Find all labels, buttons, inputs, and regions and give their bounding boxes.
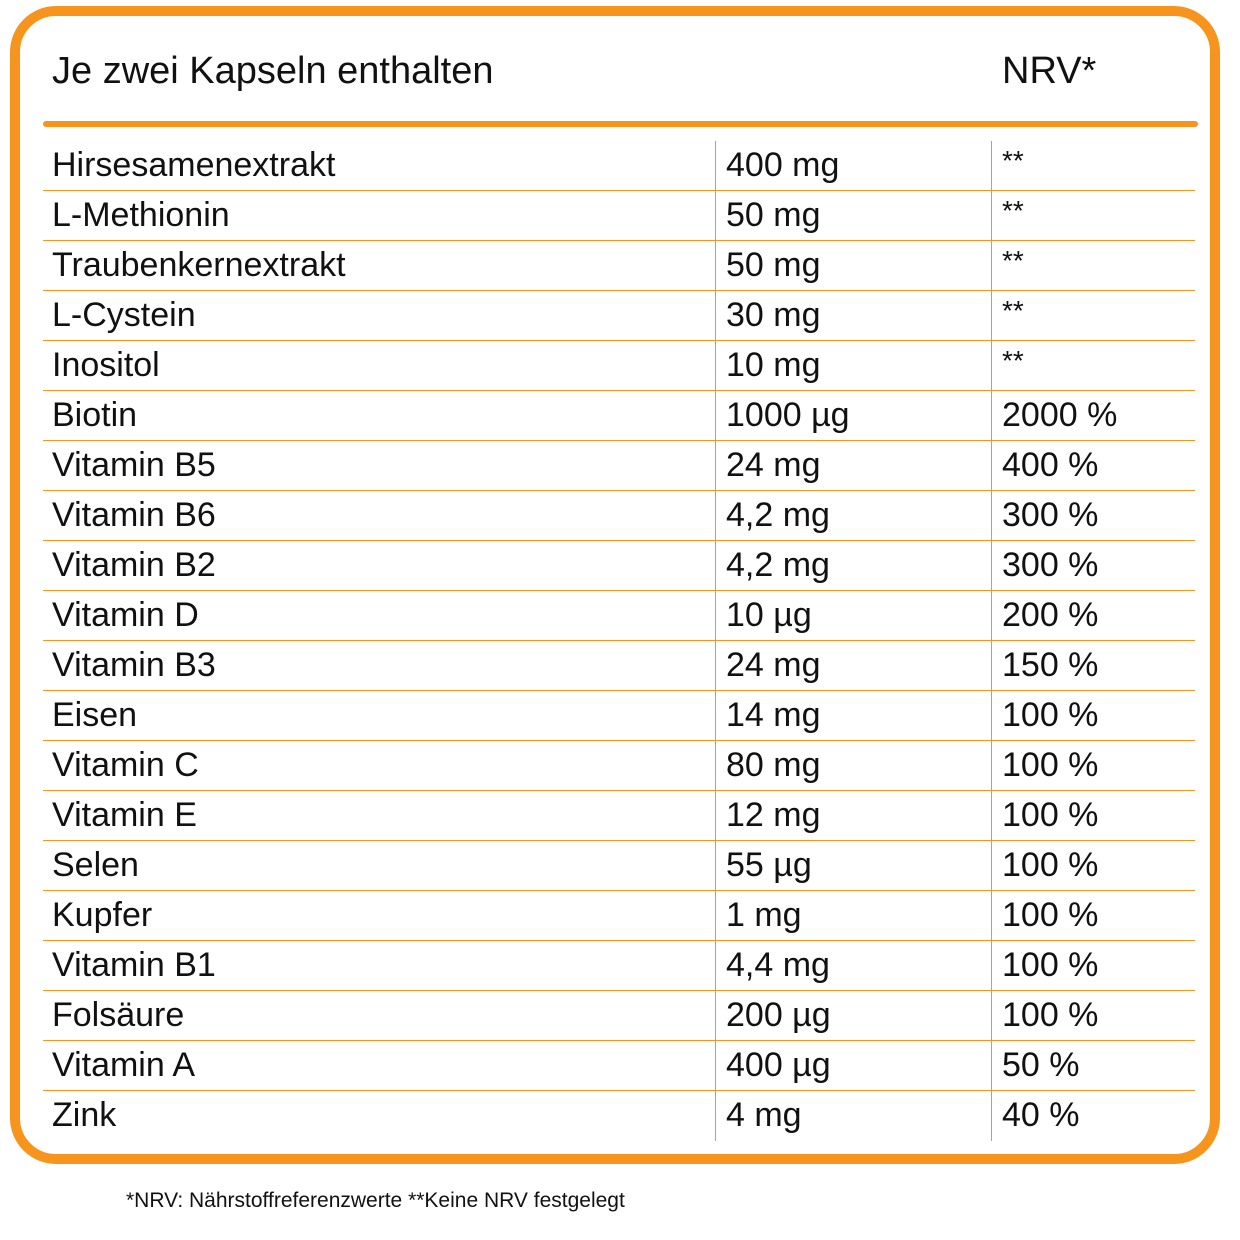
nutrient-amount: 4 mg [726, 1096, 802, 1134]
table-row: Vitamin B1 4,4 mg 100 % [43, 941, 1195, 991]
nutrient-nrv: 100 % [1002, 946, 1099, 984]
nutrient-amount: 200 µg [726, 996, 831, 1034]
table-row: Folsäure 200 µg 100 % [43, 991, 1195, 1041]
nutrient-name: Vitamin A [52, 1046, 196, 1084]
nutrient-amount: 50 mg [726, 196, 821, 234]
nutrient-nrv: 100 % [1002, 996, 1099, 1034]
nutrient-amount: 10 mg [726, 346, 821, 384]
table-row: Vitamin D 10 µg 200 % [43, 591, 1195, 641]
nutrient-nrv: 200 % [1002, 596, 1099, 634]
nutrient-nrv: ** [1002, 195, 1024, 226]
nutrient-amount: 24 mg [726, 446, 821, 484]
nutrient-nrv: 150 % [1002, 646, 1099, 684]
nutrition-panel [10, 6, 1220, 1164]
nutrient-name: Vitamin B1 [52, 946, 216, 984]
table-row: Vitamin B3 24 mg 150 % [43, 641, 1195, 691]
nutrient-nrv: 300 % [1002, 546, 1099, 584]
nutrient-amount: 4,2 mg [726, 546, 830, 584]
header-divider [43, 121, 1198, 127]
table-row: Kupfer 1 mg 100 % [43, 891, 1195, 941]
nutrient-name: Vitamin E [52, 796, 197, 834]
column-divider-amount [715, 141, 716, 1141]
nutrient-nrv: ** [1002, 345, 1024, 376]
nutrient-name: Folsäure [52, 996, 185, 1034]
table-row: Vitamin A 400 µg 50 % [43, 1041, 1195, 1091]
nutrient-name: L-Methionin [52, 196, 230, 234]
nutrient-name: Inositol [52, 346, 160, 384]
nutrient-name: Traubenkernextrakt [52, 246, 346, 284]
table-row: Vitamin B6 4,2 mg 300 % [43, 491, 1195, 541]
table-row: Vitamin C 80 mg 100 % [43, 741, 1195, 791]
nutrient-nrv: 100 % [1002, 746, 1099, 784]
nutrient-name: Biotin [52, 396, 138, 434]
nutrient-nrv: ** [1002, 245, 1024, 276]
nutrient-name: Eisen [52, 696, 138, 734]
nutrient-amount: 12 mg [726, 796, 821, 834]
nutrient-amount: 400 µg [726, 1046, 831, 1084]
nutrient-amount: 1000 µg [726, 396, 850, 434]
table-row: Selen 55 µg 100 % [43, 841, 1195, 891]
nutrient-name: L-Cystein [52, 296, 196, 334]
nutrient-amount: 24 mg [726, 646, 821, 684]
nutrient-nrv: ** [1002, 145, 1024, 176]
nutrient-name: Kupfer [52, 896, 153, 934]
nutrient-name: Vitamin B6 [52, 496, 216, 534]
nutrient-name: Selen [52, 846, 139, 884]
nutrient-amount: 30 mg [726, 296, 821, 334]
table-row: L-Methionin 50 mg ** [43, 191, 1195, 241]
footnote: *NRV: Nährstoffreferenzwerte **Keine NRV… [126, 1189, 625, 1212]
table-row: Vitamin B2 4,2 mg 300 % [43, 541, 1195, 591]
table-row: Zink 4 mg 40 % [43, 1091, 1195, 1140]
nutrient-name: Vitamin B5 [52, 446, 216, 484]
nutrient-name: Vitamin C [52, 746, 199, 784]
nutrient-amount: 50 mg [726, 246, 821, 284]
nutrient-name: Vitamin D [52, 596, 199, 634]
nutrient-nrv: 2000 % [1002, 396, 1118, 434]
nutrient-nrv: 100 % [1002, 896, 1099, 934]
table-row: Inositol 10 mg ** [43, 341, 1195, 391]
nutrient-nrv: 100 % [1002, 796, 1099, 834]
table-row: L-Cystein 30 mg ** [43, 291, 1195, 341]
nutrient-amount: 80 mg [726, 746, 821, 784]
table-row: Traubenkernextrakt 50 mg ** [43, 241, 1195, 291]
nutrient-amount: 55 µg [726, 846, 812, 884]
nutrient-name: Vitamin B2 [52, 546, 216, 584]
nutrient-nrv: 100 % [1002, 696, 1099, 734]
nutrient-table: Hirsesamenextrakt 400 mg ** L-Methionin 50 … [43, 141, 1195, 1140]
table-row: Vitamin E 12 mg 100 % [43, 791, 1195, 841]
nutrient-nrv: 100 % [1002, 846, 1099, 884]
nutrient-nrv: 400 % [1002, 446, 1099, 484]
nutrient-amount: 10 µg [726, 596, 812, 634]
nutrient-nrv: 50 % [1002, 1046, 1080, 1084]
nutrient-amount: 14 mg [726, 696, 821, 734]
nutrient-amount: 4,2 mg [726, 496, 830, 534]
nutrient-amount: 1 mg [726, 896, 802, 934]
nutrient-amount: 400 mg [726, 146, 840, 184]
nutrient-nrv: 40 % [1002, 1096, 1080, 1134]
nutrient-amount: 4,4 mg [726, 946, 830, 984]
nutrient-name: Vitamin B3 [52, 646, 216, 684]
nutrient-nrv: 300 % [1002, 496, 1099, 534]
nutrient-nrv: ** [1002, 295, 1024, 326]
nutrient-name: Hirsesamenextrakt [52, 146, 336, 184]
nrv-column-header: NRV* [1002, 50, 1097, 92]
nutrient-name: Zink [52, 1096, 117, 1134]
table-row: Hirsesamenextrakt 400 mg ** [43, 141, 1195, 191]
column-divider-nrv [991, 141, 992, 1141]
table-row: Biotin 1000 µg 2000 % [43, 391, 1195, 441]
table-row: Eisen 14 mg 100 % [43, 691, 1195, 741]
table-title: Je zwei Kapseln enthalten [52, 50, 494, 92]
table-row: Vitamin B5 24 mg 400 % [43, 441, 1195, 491]
